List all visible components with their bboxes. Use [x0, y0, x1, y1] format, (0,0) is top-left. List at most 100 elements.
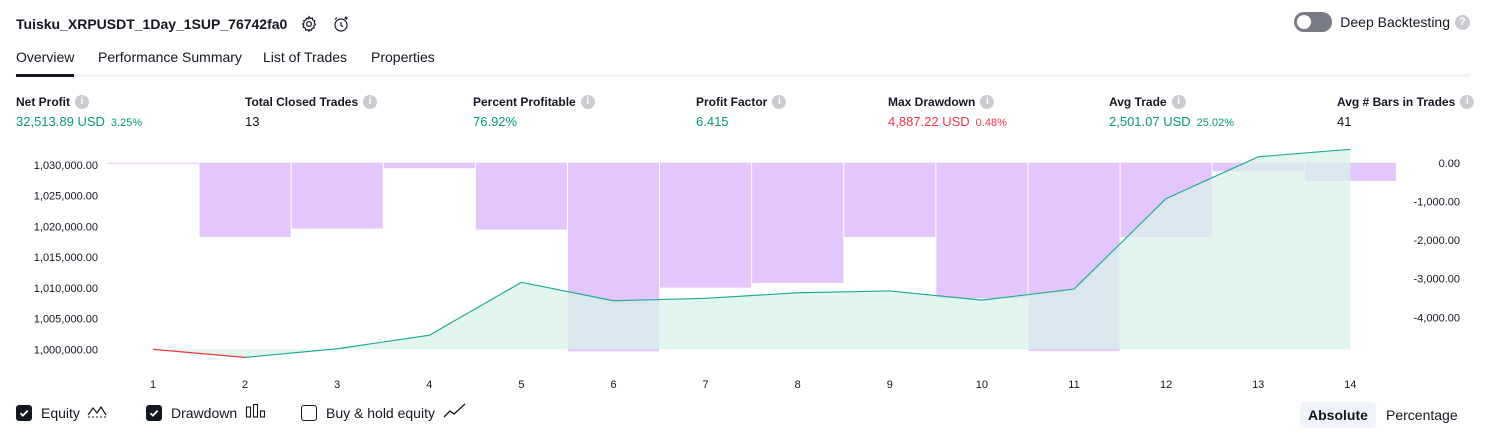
- metric-label: Profit Factor: [696, 94, 768, 109]
- drawdown-bar: [475, 162, 567, 230]
- left-axis-tick-label: 1,010,000.00: [34, 283, 98, 295]
- info-icon[interactable]: i: [75, 94, 89, 109]
- x-axis-tick-label: 10: [976, 379, 988, 391]
- equity-line-segment: [705, 292, 798, 299]
- info-icon[interactable]: i: [980, 94, 995, 109]
- percentage-button[interactable]: Percentage: [1386, 407, 1458, 423]
- legend-drawdown[interactable]: Drawdown: [146, 403, 267, 422]
- legend-label: Buy & hold equity: [326, 404, 435, 421]
- legend-equity[interactable]: Equity: [16, 403, 109, 422]
- equity-drawdown-chart: 1,030,000.00 1,025,000.00 1,020,000.00 1,01…: [34, 148, 1460, 391]
- x-axis-tick-label: 11: [1068, 379, 1079, 391]
- left-axis-tick-label: 1,015,000.00: [34, 252, 98, 264]
- info-icon[interactable]: i: [1171, 94, 1186, 109]
- metric-profit-factor: Profit Factor i 6.415: [696, 94, 787, 129]
- info-icon[interactable]: i: [580, 94, 595, 109]
- metric-label: Net Profit: [16, 94, 70, 109]
- drawdown-bar: [291, 162, 383, 229]
- x-axis-tick-label: 4: [426, 379, 432, 391]
- metric-max-drawdown: Max Drawdown i 4,887.22 USD 0.48%: [888, 94, 1007, 129]
- tab-bar: Overview Performance Summary List of Tra…: [16, 46, 1470, 77]
- x-axis-tick-label: 8: [795, 379, 801, 391]
- bar-chart-icon: [245, 403, 267, 422]
- equity-line-segment: [429, 281, 522, 336]
- metric-label: Percent Profitable: [473, 94, 576, 109]
- metric-value: 32,513.89 USD: [16, 114, 105, 129]
- metric-avg-bars: Avg # Bars in Trades i 41: [1337, 94, 1475, 129]
- checkbox-checked-icon[interactable]: [146, 404, 162, 421]
- legend-label: Drawdown: [171, 404, 238, 421]
- metric-net-profit: Net Profit i 32,513.89 USD 3.25%: [16, 94, 142, 129]
- tab-overview[interactable]: Overview: [16, 49, 75, 77]
- tab-performance-summary[interactable]: Performance Summary: [98, 49, 242, 65]
- equity-line-segment: [337, 334, 430, 350]
- right-axis-tick-label: -2,000.00: [1414, 235, 1460, 247]
- right-axis-tick-label: -3,000.00: [1414, 274, 1460, 286]
- metric-avg-trade: Avg Trade i 2,501.07 USD 25.02%: [1109, 94, 1234, 129]
- metric-label: Avg Trade: [1109, 94, 1167, 109]
- help-icon[interactable]: ?: [1455, 14, 1470, 30]
- drawdown-bar: [844, 162, 936, 237]
- metric-label: Total Closed Trades: [245, 94, 359, 109]
- metric-percent: 0.48%: [975, 117, 1007, 129]
- metric-value: 13: [245, 114, 260, 129]
- x-axis-tick-label: 12: [1160, 379, 1172, 391]
- checkbox-checked-icon[interactable]: [16, 404, 32, 421]
- metric-value: 6.415: [696, 114, 729, 129]
- strategy-header: Tuisku_XRPUSDT_1Day_1SUP_76742fa0: [16, 10, 351, 38]
- equity-area: [153, 149, 1351, 358]
- right-axis-tick-label: 0.00: [1439, 158, 1460, 170]
- info-icon[interactable]: i: [772, 94, 787, 109]
- legend-buy-hold[interactable]: Buy & hold equity: [301, 403, 467, 422]
- equity-line-segment: [1073, 198, 1167, 290]
- drawdown-bar: [383, 162, 475, 169]
- settings-icon[interactable]: [299, 14, 319, 34]
- equity-line-segment: [797, 290, 890, 294]
- metric-value: 76.92%: [473, 114, 518, 129]
- equity-line-segment: [521, 281, 614, 302]
- equity-line-segment: [152, 348, 246, 358]
- trend-line-icon: [443, 403, 467, 422]
- info-icon[interactable]: i: [363, 94, 378, 109]
- left-axis-tick-label: 1,020,000.00: [34, 221, 98, 233]
- equity-line-segment: [889, 290, 982, 301]
- x-axis-tick-label: 13: [1252, 379, 1264, 391]
- x-axis-tick-label: 14: [1344, 379, 1356, 391]
- equity-line-segment: [245, 348, 338, 358]
- metric-total-closed-trades: Total Closed Trades i 13: [245, 94, 378, 129]
- alert-clock-icon[interactable]: [331, 14, 351, 34]
- metric-percent: 3.25%: [110, 117, 143, 129]
- equity-line-segment: [1258, 148, 1351, 158]
- info-icon[interactable]: i: [1460, 94, 1475, 109]
- strategy-title: Tuisku_XRPUSDT_1Day_1SUP_76742fa0: [16, 16, 288, 32]
- x-axis-tick-label: 1: [150, 379, 156, 391]
- deep-backtesting-label: Deep Backtesting: [1340, 14, 1450, 30]
- metric-value: 2,501.07 USD: [1109, 114, 1191, 129]
- tab-properties[interactable]: Properties: [371, 49, 435, 65]
- x-axis-tick-label: 3: [334, 379, 340, 391]
- left-axis-tick-label: 1,005,000.00: [34, 314, 98, 326]
- equity-line-icon: [87, 403, 109, 422]
- x-axis-tick-label: 7: [703, 379, 709, 391]
- equity-line-segment: [981, 288, 1075, 301]
- metric-label: Avg # Bars in Trades: [1337, 94, 1456, 109]
- x-axis-tick-label: 9: [887, 379, 893, 391]
- x-axis-tick-label: 6: [610, 379, 616, 391]
- drawdown-bar: [936, 162, 1028, 299]
- x-axis-tick-label: 2: [242, 379, 248, 391]
- left-axis-tick-label: 1,000,000.00: [34, 344, 98, 356]
- left-axis-tick-label: 1,025,000.00: [34, 191, 98, 203]
- deep-backtesting-toggle[interactable]: [1294, 12, 1333, 32]
- drawdown-bar: [660, 162, 752, 288]
- deep-backtesting-control: Deep Backtesting ?: [1294, 12, 1470, 32]
- metric-percent: 25.02%: [1196, 117, 1234, 129]
- tab-list-of-trades[interactable]: List of Trades: [263, 49, 348, 65]
- right-axis-tick-label: -1,000.00: [1414, 196, 1460, 208]
- legend-label: Equity: [41, 404, 80, 421]
- equity-line-segment: [1165, 156, 1259, 200]
- absolute-button[interactable]: Absolute: [1300, 402, 1376, 428]
- checkbox-unchecked-icon[interactable]: [301, 404, 317, 421]
- drawdown-bar: [107, 162, 199, 164]
- metric-percent-profitable: Percent Profitable i 76.92%: [473, 94, 595, 129]
- drawdown-bar: [752, 162, 844, 283]
